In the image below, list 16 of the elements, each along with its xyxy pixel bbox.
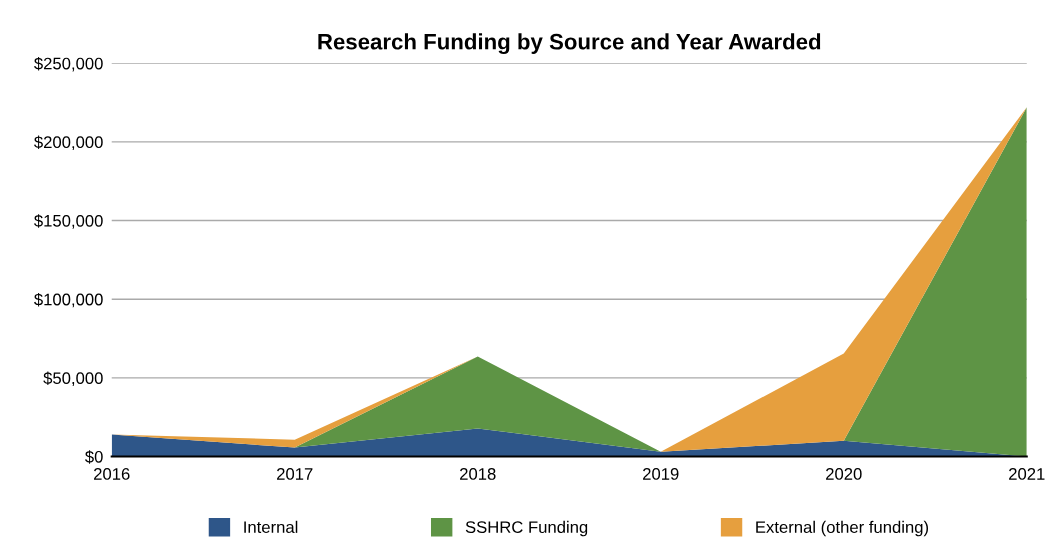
y-tick-label: $250,000 [34,56,103,72]
legend-label: SSHRC Funding [465,520,588,537]
chart-title: Research Funding by Source and Year Awarded [318,33,821,55]
x-tick-label: 2017 [277,468,313,480]
x-tick-label: 2019 [643,468,679,480]
y-tick-label: $150,000 [34,214,103,229]
x-tick-label: 2021 [1009,468,1045,480]
legend-label: External (other funding) [756,520,929,537]
x-tick-label: 2018 [460,468,496,480]
y-tick-label: $0 [85,450,103,464]
y-tick-label: $200,000 [34,135,103,151]
x-tick-label: 2016 [94,468,130,480]
x-tick-label: 2020 [826,468,862,480]
y-tick-label: $50,000 [43,371,103,387]
legend-label: Internal [244,520,298,534]
y-tick-label: $100,000 [34,292,103,308]
